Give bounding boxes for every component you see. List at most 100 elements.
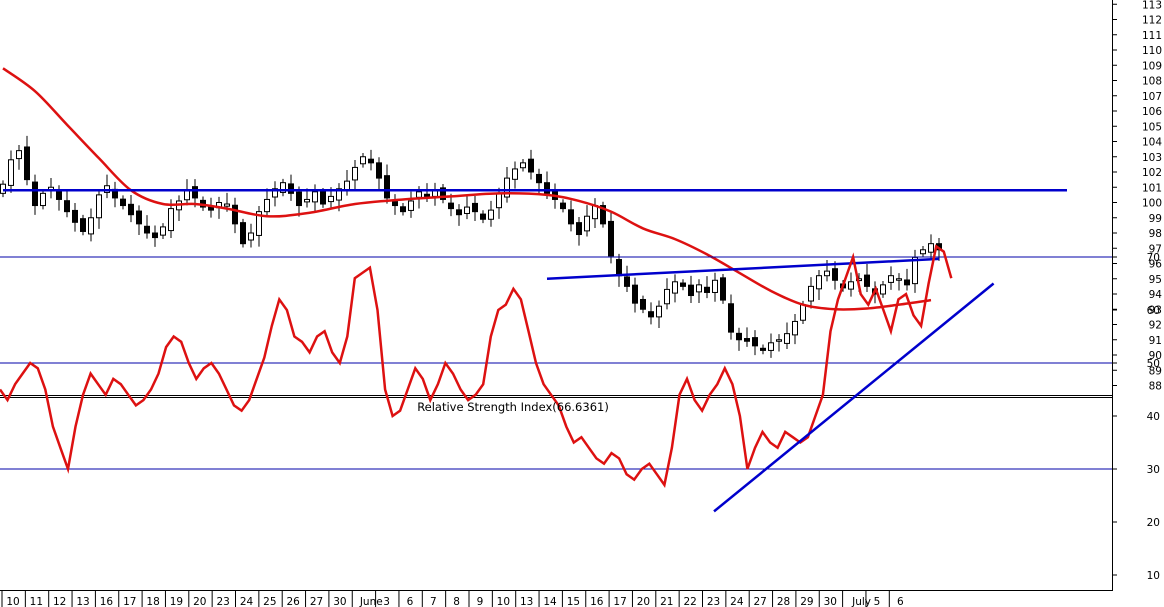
rsi-reference-lines: [0, 256, 1112, 470]
rsi-axis-ticks: 10 20 30 40 50 60 70: [1112, 252, 1160, 582]
price-axis-ticks: 88 89 90 91 92 93 94 95 96 97 98 99 100 101 102 103 104 1…: [1112, 0, 1162, 393]
candle: [360, 152, 366, 168]
candle: [640, 295, 646, 314]
price-tick-label: 110: [1142, 45, 1162, 57]
price-tick-label: 113: [1142, 0, 1162, 11]
candle: [32, 174, 38, 215]
candle: [504, 166, 510, 203]
candle: [248, 223, 254, 248]
time-tick-label: 24: [240, 596, 254, 607]
price-tick-label: 108: [1142, 76, 1162, 88]
candle: [64, 189, 70, 218]
candle: [688, 275, 694, 303]
price-tick-label: 109: [1142, 60, 1162, 72]
time-tick-label: 19: [170, 596, 183, 607]
price-tick-label: 103: [1142, 152, 1162, 164]
candle: [584, 205, 590, 237]
candle: [768, 333, 774, 358]
candle: [136, 205, 142, 235]
price-tick-label: 93: [1149, 304, 1162, 316]
time-tick-label: 24: [730, 596, 744, 607]
candle: [272, 181, 278, 207]
candle: [920, 245, 926, 258]
candle: [664, 278, 670, 310]
time-tick-label: 11: [30, 596, 43, 607]
candle: [96, 189, 102, 229]
time-tick-label: 16: [590, 596, 604, 607]
candle: [144, 215, 150, 239]
candle: [656, 300, 662, 329]
candle: [400, 202, 406, 216]
time-tick-label: 30: [824, 596, 837, 607]
price-tick-label: 95: [1149, 274, 1162, 286]
candle: [288, 174, 294, 201]
time-tick-label: 29: [800, 596, 813, 607]
candle: [256, 206, 262, 247]
price-tick-label: 102: [1142, 167, 1162, 179]
candle: [88, 208, 94, 242]
price-trendline: [546, 257, 940, 280]
rsi-trendline-group: [713, 282, 995, 513]
candle: [392, 194, 398, 215]
price-tick-label: 94: [1149, 289, 1163, 301]
time-tick-label: 26: [287, 596, 301, 607]
candle: [712, 272, 718, 302]
candle: [520, 159, 526, 172]
candle: [16, 145, 22, 170]
candle: [8, 150, 14, 193]
candle: [472, 195, 478, 221]
price-tick-label: 96: [1149, 259, 1163, 271]
price-trendlines: [3, 189, 1067, 280]
candle: [384, 164, 390, 204]
candle: [760, 344, 766, 355]
candle: [896, 273, 902, 291]
candle: [240, 218, 246, 248]
price-tick-label: 111: [1142, 30, 1162, 42]
time-tick-label: 15: [567, 596, 580, 607]
time-tick-label: 13: [76, 596, 89, 607]
price-tick-label: 98: [1149, 228, 1162, 240]
price-tick-label: 89: [1149, 365, 1162, 377]
time-tick-label: 23: [216, 596, 229, 607]
time-tick-label: June: [359, 596, 383, 607]
price-tick-label: 88: [1149, 381, 1162, 393]
price-candles: [0, 135, 942, 358]
price-tick-label: 99: [1149, 213, 1162, 225]
time-tick-label: July: [851, 596, 871, 607]
candle: [704, 276, 710, 299]
price-tick-label: 90: [1149, 350, 1162, 362]
candle: [560, 199, 566, 213]
candle: [456, 204, 462, 226]
candle: [480, 210, 486, 224]
candle: [160, 223, 166, 239]
candle: [888, 266, 894, 290]
candle: [608, 212, 614, 264]
candle: [720, 274, 726, 304]
candle: [352, 159, 358, 190]
time-tick-label: 10: [497, 596, 510, 607]
candle: [80, 214, 86, 236]
time-tick-label: 16: [100, 596, 114, 607]
candle: [376, 157, 382, 190]
time-tick-label: 9: [477, 596, 484, 607]
candle: [0, 180, 6, 198]
price-tick-label: 91: [1149, 335, 1162, 347]
rsi-line: [0, 244, 953, 488]
candle: [512, 161, 518, 189]
time-tick-label: 27: [754, 596, 767, 607]
time-tick-label: 17: [123, 596, 136, 607]
rsi-tick-label: 60: [1147, 305, 1160, 317]
candle: [832, 261, 838, 290]
time-tick-label: 25: [263, 596, 276, 607]
candle: [232, 197, 238, 234]
price-tick-label: 107: [1142, 91, 1162, 103]
price-tick-label: 100: [1142, 198, 1162, 210]
time-tick-label: 14: [543, 596, 557, 607]
candle: [40, 189, 46, 210]
candle: [680, 279, 686, 291]
price-tick-label: 105: [1142, 121, 1162, 133]
candle: [408, 191, 414, 218]
time-tick-label: 7: [430, 596, 437, 607]
price-tick-label: 112: [1142, 15, 1162, 27]
price-tick-label: 97: [1149, 243, 1162, 255]
